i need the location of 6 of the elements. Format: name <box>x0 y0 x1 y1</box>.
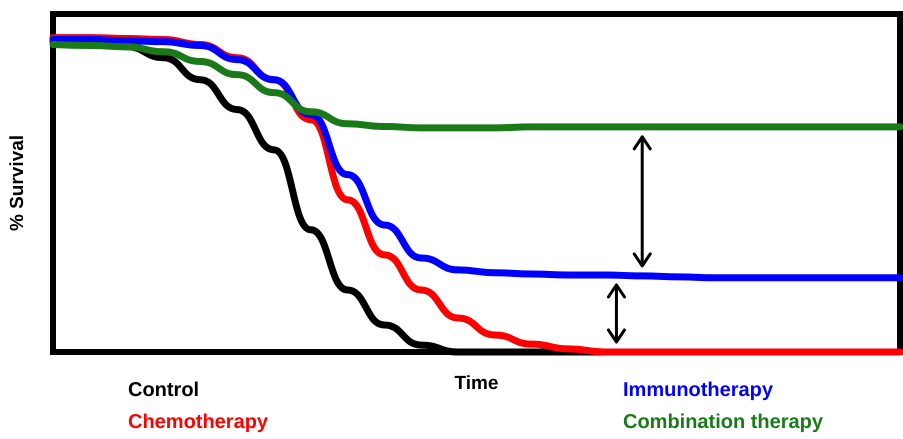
text: Control <box>128 379 200 401</box>
text: Combination therapy <box>623 411 824 433</box>
x-axis-title: Time <box>454 373 499 394</box>
text: Chemotherapy <box>128 411 269 433</box>
y-axis-title: % Survival <box>7 134 28 232</box>
text: Immunotherapy <box>623 379 774 401</box>
